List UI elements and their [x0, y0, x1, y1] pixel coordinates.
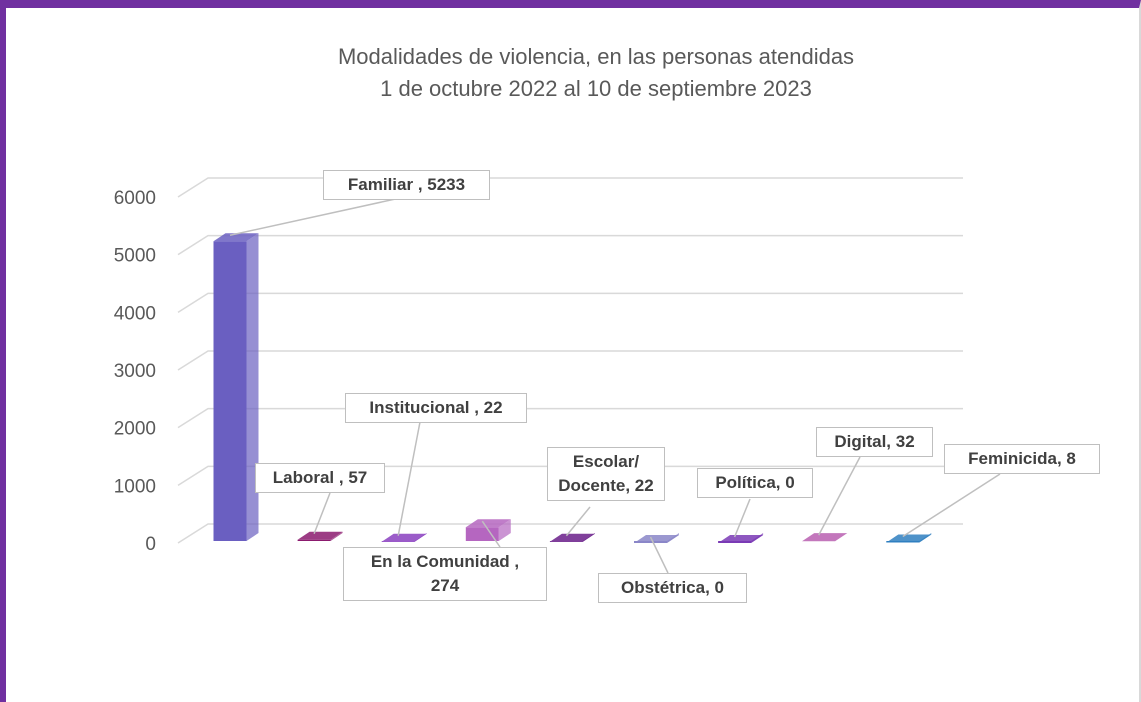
- grid-line: [177, 523, 963, 544]
- data-label: Feminicida, 8: [944, 444, 1100, 474]
- bar: [297, 531, 343, 541]
- data-label: Digital, 32: [816, 427, 933, 457]
- bar-face: [498, 519, 511, 541]
- bar: [465, 519, 511, 541]
- grid-line: [177, 234, 963, 256]
- chart-subtitle: 1 de octubre 2022 al 10 de septiembre 20…: [380, 76, 812, 101]
- grid-line: [177, 177, 963, 198]
- bar-face: [718, 541, 752, 543]
- bar-face: [802, 533, 848, 542]
- data-label: Obstétrica, 0: [598, 573, 747, 603]
- grid-line: [177, 350, 963, 371]
- bar-face: [634, 541, 667, 543]
- leader-line: [565, 506, 591, 537]
- leader-line: [481, 520, 501, 548]
- data-label: Institucional , 22: [345, 393, 527, 423]
- bar: [802, 533, 848, 542]
- leader-line: [733, 498, 751, 538]
- leader-line: [818, 456, 861, 536]
- bar-face: [886, 534, 932, 543]
- chart-title: Modalidades de violencia, en las persona…: [337, 44, 855, 69]
- bar-face: [246, 233, 259, 541]
- leader-line: [313, 492, 331, 534]
- grid-line: [177, 292, 963, 313]
- leader-line: [229, 197, 401, 236]
- grid-line: [177, 407, 963, 429]
- data-label: Familiar , 5233: [323, 170, 490, 200]
- bar: [549, 533, 595, 542]
- bar: [381, 533, 427, 542]
- y-tick-label: 5000: [114, 246, 156, 267]
- bar-face: [886, 541, 920, 543]
- bar-face: [213, 241, 247, 541]
- data-label: Política, 0: [697, 468, 813, 498]
- y-tick-label: 6000: [114, 188, 156, 209]
- bar-face: [213, 233, 259, 242]
- bar-face: [297, 531, 343, 540]
- data-label: En la Comunidad , 274: [343, 547, 547, 601]
- bar-face: [381, 533, 427, 542]
- y-tick-label: 0: [145, 534, 156, 555]
- leader-line: [397, 421, 421, 536]
- y-tick-label: 3000: [114, 361, 156, 382]
- y-tick-label: 1000: [114, 476, 156, 497]
- y-tick-label: 2000: [114, 419, 156, 440]
- bar-face: [549, 541, 583, 542]
- bar-face: [381, 541, 415, 542]
- y-tick-label: 4000: [114, 303, 156, 324]
- bar-face: [465, 519, 511, 528]
- bar-face: [549, 533, 595, 542]
- leader-line: [902, 473, 1001, 538]
- bar-face: [465, 527, 499, 541]
- data-label: Laboral , 57: [255, 463, 385, 493]
- bar-face: [330, 531, 343, 541]
- grid-line: [177, 465, 963, 486]
- leader-line: [649, 536, 669, 574]
- bar: [886, 533, 932, 543]
- bar: [213, 233, 259, 541]
- data-label: Escolar/ Docente, 22: [547, 447, 665, 501]
- bar: [634, 533, 679, 543]
- bar: [718, 533, 764, 543]
- bar-face: [297, 539, 331, 541]
